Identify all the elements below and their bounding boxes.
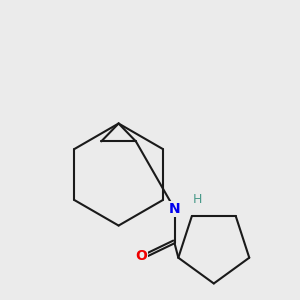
- Text: O: O: [135, 249, 147, 263]
- Text: H: H: [192, 193, 202, 206]
- Text: N: N: [169, 202, 180, 216]
